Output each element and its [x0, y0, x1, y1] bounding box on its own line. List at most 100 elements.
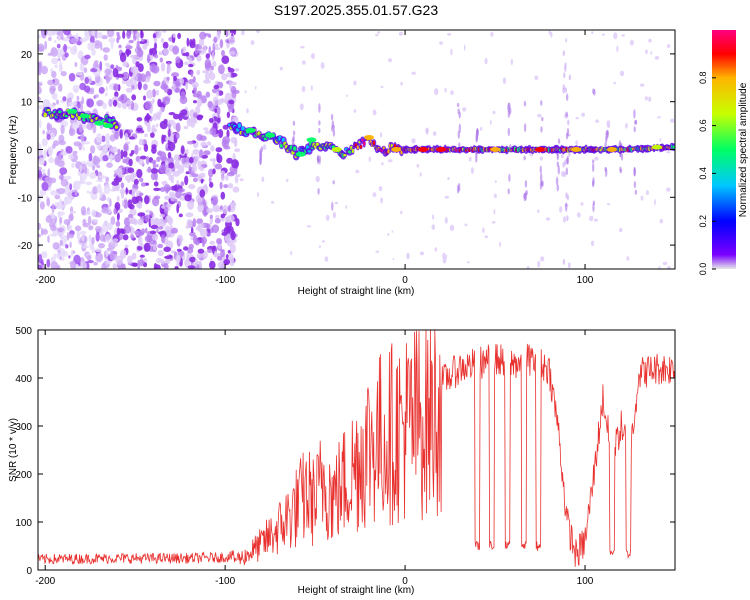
noise-speckle — [79, 164, 83, 172]
spectral-smear — [291, 137, 295, 147]
noise-speckle — [209, 214, 213, 219]
noise-speckle — [101, 208, 110, 214]
noise-speckle — [198, 149, 204, 158]
spectral-smear — [565, 202, 568, 212]
noise-speckle — [168, 135, 174, 142]
noise-speckle — [145, 114, 152, 121]
noise-speckle — [152, 233, 159, 241]
noise-speckle — [184, 153, 187, 159]
noise-speckle — [197, 248, 205, 254]
noise-speckle — [447, 33, 452, 36]
spectral-smear — [565, 167, 568, 176]
noise-speckle — [41, 251, 48, 259]
noise-speckle — [231, 159, 240, 169]
noise-speckle — [184, 194, 192, 202]
noise-speckle — [183, 246, 189, 251]
noise-speckle — [177, 32, 182, 40]
noise-speckle — [213, 252, 219, 258]
noise-speckle — [132, 262, 138, 267]
noise-speckle — [116, 37, 120, 44]
noise-speckle — [44, 176, 51, 183]
ridge-core — [400, 150, 403, 155]
noise-speckle — [154, 42, 157, 50]
noise-speckle — [613, 32, 618, 40]
spectral-smear — [476, 128, 479, 135]
noise-speckle — [175, 122, 181, 133]
noise-speckle — [112, 250, 118, 255]
noise-speckle — [619, 227, 623, 233]
noise-speckle — [60, 124, 65, 135]
noise-speckle — [233, 116, 239, 120]
noise-speckle — [449, 224, 455, 231]
noise-speckle — [113, 83, 119, 91]
noise-speckle — [114, 91, 119, 98]
noise-speckle — [59, 167, 68, 175]
noise-speckle — [426, 128, 429, 136]
noise-speckle — [54, 156, 60, 166]
noise-speckle — [95, 232, 100, 242]
noise-speckle — [78, 180, 86, 185]
noise-speckle — [149, 230, 157, 235]
noise-speckle — [151, 65, 160, 74]
noise-speckle — [149, 48, 153, 56]
noise-speckle — [400, 81, 403, 86]
noise-speckle — [144, 133, 148, 138]
noise-speckle — [110, 146, 118, 153]
spectral-smear — [567, 119, 570, 126]
noise-speckle — [41, 138, 48, 147]
noise-speckle — [159, 164, 166, 174]
noise-speckle — [142, 43, 148, 50]
ridge-peak — [418, 147, 429, 152]
noise-speckle — [60, 178, 69, 187]
noise-speckle — [175, 56, 181, 64]
noise-speckle — [53, 253, 57, 258]
noise-speckle — [124, 244, 129, 248]
ridge-peak — [391, 147, 402, 152]
noise-speckle — [60, 250, 69, 257]
noise-speckle — [444, 87, 447, 93]
noise-speckle — [658, 265, 661, 269]
noise-speckle — [388, 159, 393, 163]
noise-speckle — [537, 260, 541, 268]
noise-speckle — [210, 227, 214, 234]
noise-speckle — [534, 75, 539, 81]
noise-speckle — [648, 96, 652, 102]
noise-speckle — [82, 141, 91, 145]
noise-speckle — [110, 64, 115, 70]
noise-speckle — [601, 33, 606, 36]
noise-speckle — [594, 156, 599, 161]
noise-speckle — [110, 39, 114, 50]
spectral-smear — [557, 138, 561, 144]
noise-speckle — [108, 98, 113, 108]
noise-speckle — [184, 175, 189, 186]
spectral-smear — [562, 87, 565, 94]
noise-speckle — [168, 162, 175, 169]
ridge-core — [237, 123, 242, 129]
noise-speckle — [51, 30, 58, 35]
noise-speckle — [103, 184, 111, 195]
noise-speckle — [229, 201, 237, 208]
noise-speckle — [204, 183, 208, 192]
noise-speckle — [197, 203, 204, 213]
noise-speckle — [130, 66, 135, 73]
noise-speckle — [68, 213, 74, 221]
spectral-smear — [524, 180, 528, 188]
noise-speckle — [595, 119, 599, 123]
noise-speckle — [82, 146, 85, 151]
noise-speckle — [38, 233, 41, 238]
noise-speckle — [157, 151, 161, 156]
ridge-core — [263, 137, 268, 141]
noise-speckle — [152, 196, 160, 207]
noise-speckle — [61, 34, 64, 41]
ridge-peak — [265, 132, 276, 138]
noise-speckle — [225, 254, 229, 260]
noise-speckle — [229, 243, 236, 254]
noise-speckle — [216, 255, 223, 261]
noise-speckle — [85, 181, 92, 186]
noise-speckle — [387, 232, 390, 237]
noise-speckle — [203, 150, 211, 156]
ridge-core — [356, 145, 359, 150]
noise-speckle — [60, 149, 64, 152]
noise-speckle — [398, 31, 403, 36]
